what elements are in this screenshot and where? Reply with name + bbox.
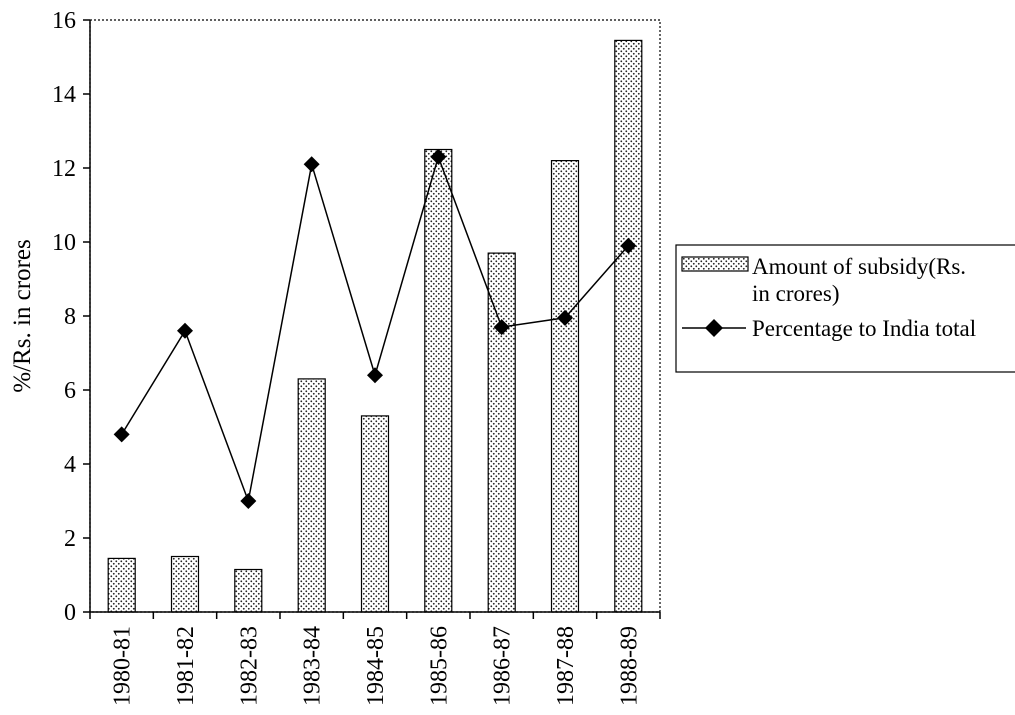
point-marker-1981-82 [177, 322, 193, 339]
y-tick-label-14: 14 [52, 82, 76, 108]
y-tick-label-0: 0 [64, 600, 76, 626]
point-marker-1988-89 [620, 237, 637, 254]
legend-bar-label-line-2: in crores) [752, 281, 840, 306]
x-axis: 1980-81 1981-82 1982-83 1983-84 1984-85 1985-… [89, 611, 661, 706]
point-marker-1984-85 [367, 367, 383, 384]
y-axis-title: %/Rs. in crores [9, 239, 36, 392]
y-tick-label-2: 2 [64, 526, 76, 552]
x-tick-label-1981-82: 1981-82 [173, 626, 199, 706]
legend-diamond-marker [705, 319, 723, 337]
x-tick-label-1982-83: 1982-83 [236, 626, 262, 706]
y-tick-label-16: 16 [52, 8, 76, 34]
legend-bar-label-line-1: Amount of subsidy(Rs. [752, 254, 966, 279]
x-tick-label-1985-86: 1985-86 [426, 626, 452, 706]
legend: Amount of subsidy(Rs. in crores) Percent… [675, 244, 1015, 373]
point-marker-1982-83 [240, 493, 257, 509]
legend-line-label: Percentage to India total [752, 316, 976, 341]
y-tick-label-8: 8 [64, 304, 76, 330]
bar-1984-85 [360, 415, 390, 613]
bar-1981-82 [170, 555, 200, 613]
y-axis: 0 2 4 6 8 10 12 14 16 [52, 8, 91, 626]
x-tick-label-1986-87: 1986-87 [490, 626, 516, 706]
x-tick-label-1988-89: 1988-89 [616, 626, 642, 706]
x-tick-label-1980-81: 1980-81 [110, 626, 136, 706]
bar-1980-81 [107, 557, 136, 613]
bar-1986-87 [487, 252, 516, 613]
point-marker-1985-86 [430, 148, 447, 165]
bar-1985-86 [424, 148, 453, 613]
y-tick-label-6: 6 [64, 378, 76, 404]
point-marker-1983-84 [303, 156, 320, 173]
point-marker-1980-81 [113, 426, 130, 443]
y-tick-label-10: 10 [52, 230, 76, 256]
x-tick-label-1983-84: 1983-84 [300, 626, 326, 706]
bar-1988-89 [614, 39, 643, 613]
bar-1987-88 [550, 160, 580, 613]
bar-series [107, 39, 643, 613]
y-tick-label-12: 12 [52, 156, 76, 182]
x-tick-label-1984-85: 1984-85 [363, 626, 389, 706]
bar-1983-84 [297, 378, 326, 613]
point-marker-1986-87 [493, 319, 510, 336]
line-series [113, 148, 637, 509]
legend-bar-swatch [681, 256, 749, 272]
x-tick-label-1987-88: 1987-88 [553, 626, 579, 706]
point-marker-1987-88 [557, 309, 573, 326]
bar-1982-83 [234, 568, 263, 613]
y-tick-label-4: 4 [64, 452, 76, 478]
